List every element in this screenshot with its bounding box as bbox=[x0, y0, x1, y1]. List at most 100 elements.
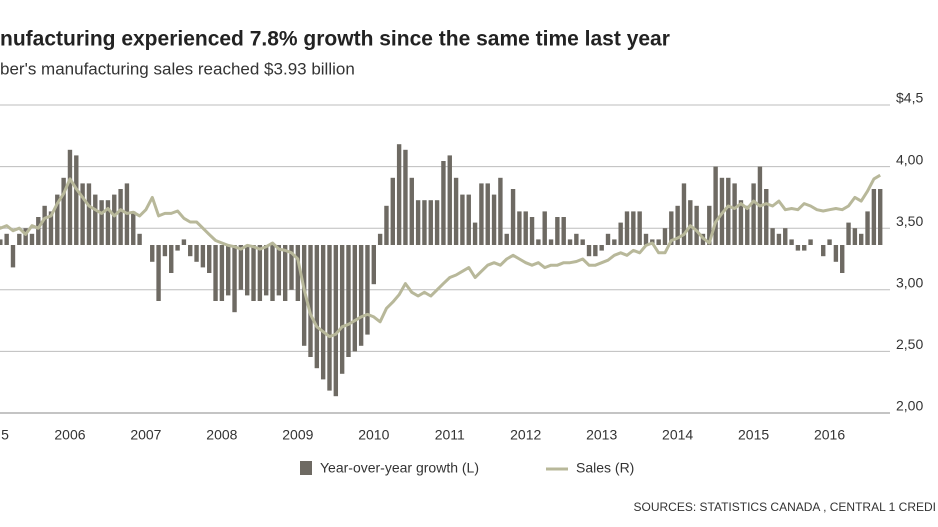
bar bbox=[29, 233, 35, 245]
bar bbox=[580, 239, 585, 245]
bar bbox=[637, 211, 642, 245]
x-tick-label: 2014 bbox=[662, 427, 693, 443]
bar bbox=[726, 177, 731, 245]
x-tick-label: 2008 bbox=[206, 427, 237, 443]
bar bbox=[694, 205, 699, 245]
bar bbox=[245, 245, 250, 296]
bar bbox=[17, 233, 22, 245]
bar bbox=[23, 228, 28, 245]
bar bbox=[118, 189, 123, 245]
bar bbox=[542, 211, 547, 245]
bar bbox=[4, 233, 9, 245]
bar bbox=[289, 245, 294, 290]
bar bbox=[207, 245, 212, 273]
bar bbox=[491, 194, 497, 245]
bar bbox=[200, 245, 206, 268]
bar bbox=[865, 211, 870, 245]
bar bbox=[10, 245, 16, 268]
bar bbox=[428, 200, 433, 245]
bar bbox=[529, 217, 535, 245]
bar bbox=[536, 239, 541, 245]
bar bbox=[871, 189, 877, 245]
bar bbox=[219, 245, 225, 301]
bar bbox=[352, 245, 358, 352]
bar bbox=[213, 245, 218, 301]
bar bbox=[453, 177, 459, 245]
bar bbox=[422, 200, 427, 245]
bar bbox=[377, 233, 383, 245]
bar bbox=[878, 189, 883, 245]
legend-label: Sales (R) bbox=[576, 460, 634, 476]
bar bbox=[162, 245, 168, 257]
x-tick-label: 2012 bbox=[510, 427, 541, 443]
bar bbox=[688, 200, 693, 245]
bar bbox=[713, 166, 718, 245]
bar bbox=[61, 177, 66, 245]
bar bbox=[36, 217, 41, 245]
bar bbox=[226, 245, 231, 296]
bar bbox=[479, 183, 484, 245]
bar bbox=[840, 245, 845, 273]
bar bbox=[738, 200, 744, 245]
bar bbox=[55, 194, 60, 245]
bar bbox=[447, 155, 452, 245]
x-tick-label: 2009 bbox=[282, 427, 313, 443]
bar bbox=[339, 245, 345, 374]
bar bbox=[333, 245, 339, 397]
bar bbox=[561, 217, 566, 245]
bar bbox=[80, 183, 85, 245]
bar bbox=[270, 245, 275, 301]
bar bbox=[776, 233, 782, 245]
sales-line bbox=[0, 173, 881, 339]
bar bbox=[137, 233, 142, 245]
y2-tick-label: 3,50 bbox=[896, 213, 923, 229]
bar bbox=[42, 205, 47, 245]
bar bbox=[643, 233, 649, 245]
bar bbox=[624, 211, 630, 245]
bar bbox=[48, 211, 54, 245]
bar bbox=[612, 239, 617, 245]
bar bbox=[86, 183, 92, 245]
source: SOURCES: STATISTICS CANADA , CENTRAL 1 C… bbox=[634, 500, 937, 514]
bar bbox=[320, 245, 326, 380]
bar bbox=[472, 222, 478, 245]
bar bbox=[263, 245, 269, 296]
bar bbox=[238, 245, 244, 290]
bar bbox=[175, 245, 180, 251]
x-tick-label: 2011 bbox=[435, 427, 465, 443]
bar bbox=[732, 183, 737, 245]
bar bbox=[308, 245, 313, 357]
x-tick-label: 2010 bbox=[358, 427, 389, 443]
y2-tick-label: 4,00 bbox=[896, 151, 923, 167]
bar bbox=[764, 189, 769, 245]
bar bbox=[618, 222, 623, 245]
bar bbox=[390, 177, 395, 245]
bar bbox=[74, 155, 79, 245]
chart-title: nufacturing experienced 7.8% growth sinc… bbox=[0, 28, 670, 51]
bar bbox=[586, 245, 592, 257]
bar bbox=[833, 245, 839, 262]
bar bbox=[99, 200, 104, 245]
bar bbox=[669, 211, 674, 245]
bar bbox=[276, 245, 282, 296]
bar bbox=[327, 245, 332, 391]
bar bbox=[485, 183, 490, 245]
bar bbox=[555, 217, 560, 245]
bar bbox=[846, 222, 851, 245]
bar bbox=[112, 194, 117, 245]
bar bbox=[751, 183, 756, 245]
bar bbox=[548, 239, 554, 245]
bar bbox=[181, 239, 187, 245]
bar bbox=[852, 228, 858, 245]
bar bbox=[0, 239, 3, 245]
bar bbox=[675, 205, 680, 245]
y2-tick-label: 2,50 bbox=[896, 336, 923, 352]
bar bbox=[282, 245, 288, 301]
bar bbox=[441, 161, 446, 245]
x-tick-label: 2016 bbox=[814, 427, 845, 443]
bar bbox=[745, 205, 750, 245]
bar bbox=[257, 245, 263, 301]
bar bbox=[567, 239, 573, 245]
legend-swatch bbox=[300, 461, 312, 475]
bar bbox=[384, 205, 389, 245]
